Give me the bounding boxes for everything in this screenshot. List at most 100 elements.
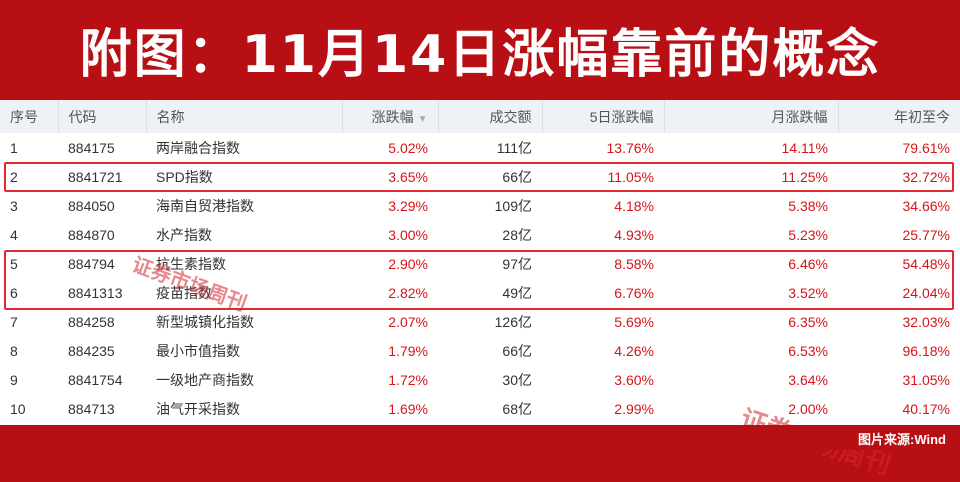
table-body: 1 884175 两岸融合指数 5.02% 111亿 13.76% 14.11% 79.61%… [0,133,960,424]
header-seq[interactable]: 序号 [0,100,59,133]
cell-name: 两岸融合指数 [156,139,240,156]
cell-ytd: 31.05% [902,372,950,389]
cell-change5d: 5.69% [614,314,654,331]
cell-change-month: 5.38% [788,197,828,214]
cell-change5d: 2.99% [614,401,654,418]
header-change5d[interactable]: 5日涨跌幅 [542,100,665,133]
cell-name: 最小市值指数 [156,343,240,360]
cell-seq: 4 [10,226,18,243]
concept-table: 序号 代码 名称 涨跌幅 ▼ 成交额 5日涨跌幅 月涨跌幅 年初至今 1 88417… [0,100,960,424]
cell-change5d: 11.05% [607,168,654,185]
cell-seq: 3 [10,197,18,214]
cell-ytd: 32.72% [902,168,950,185]
header-volume[interactable]: 成交额 [438,100,543,133]
cell-seq: 6 [10,285,18,302]
cell-name: 一级地产商指数 [156,372,254,389]
data-panel: 序号 代码 名称 涨跌幅 ▼ 成交额 5日涨跌幅 月涨跌幅 年初至今 1 88417… [0,100,960,481]
cell-ytd: 79.61% [902,139,950,156]
source-label: 图片来源:Wind [858,432,946,447]
cell-ytd: 54.48% [902,255,950,272]
header-change[interactable]: 涨跌幅 ▼ [342,100,439,133]
sort-desc-icon[interactable]: ▼ [417,113,428,125]
cell-volume: 28亿 [502,226,532,243]
cell-code: 884794 [68,255,115,272]
cell-ytd: 40.17% [902,401,950,418]
cell-volume: 126亿 [494,314,532,331]
cell-volume: 66亿 [502,343,532,360]
cell-ytd: 32.03% [902,314,950,331]
banner-title: 附图：11月14日涨幅靠前的概念 [79,24,881,85]
cell-change-month: 6.35% [788,314,828,331]
cell-change-month: 6.46% [788,255,828,272]
cell-change5d: 6.76% [614,285,654,302]
cell-volume: 109亿 [494,197,532,214]
cell-code: 8841754 [68,372,123,389]
cell-seq: 10 [10,401,26,418]
cell-change: 2.82% [388,285,428,302]
cell-volume: 111亿 [496,139,532,156]
cell-ytd: 25.77% [902,226,950,243]
cell-name: 抗生素指数 [156,255,226,272]
cell-change5d: 4.93% [614,226,654,243]
cell-name: 油气开采指数 [156,401,240,418]
cell-change-month: 2.00% [788,401,828,418]
table-row[interactable]: 2 8841721 SPD指数 3.65% 66亿 11.05% 11.25% 32.72% [0,162,960,191]
table-row[interactable]: 4 884870 水产指数 3.00% 28亿 4.93% 5.23% 25.77% [0,220,960,249]
table-row[interactable]: 6 8841313 疫苗指数 2.82% 49亿 6.76% 3.52% 24.04% [0,278,960,307]
cell-name: 海南自贸港指数 [156,197,254,214]
cell-seq: 1 [10,139,18,156]
cell-change-month: 5.23% [788,226,828,243]
table-row[interactable]: 9 8841754 一级地产商指数 1.72% 30亿 3.60% 3.64% 31.05% [0,366,960,395]
cell-ytd: 96.18% [902,343,950,360]
cell-change: 5.02% [388,139,428,156]
cell-ytd: 24.04% [902,285,950,302]
cell-change5d: 3.60% [614,372,654,389]
table-row[interactable]: 10 884713 油气开采指数 1.69% 68亿 2.99% 2.00% 40.17% [0,395,960,424]
cell-volume: 49亿 [502,285,532,302]
cell-code: 884175 [68,139,115,156]
cell-change-month: 3.52% [788,285,828,302]
cell-ytd: 34.66% [902,197,950,214]
cell-change: 1.79% [388,343,428,360]
cell-name: 水产指数 [156,226,212,243]
cell-change-month: 14.11% [781,139,828,156]
header-ytd[interactable]: 年初至今 [894,108,950,125]
cell-change5d: 4.26% [614,343,654,360]
table-row[interactable]: 8 884235 最小市值指数 1.79% 66亿 4.26% 6.53% 96.18% [0,337,960,366]
cell-volume: 97亿 [502,255,532,272]
cell-volume: 30亿 [502,372,532,389]
footer-bar: 图片来源:Wind [0,425,960,450]
table-row[interactable]: 7 884258 新型城镇化指数 2.07% 126亿 5.69% 6.35% 32.03% [0,308,960,337]
cell-change-month: 6.53% [788,343,828,360]
cell-change: 3.00% [388,226,428,243]
cell-seq: 5 [10,255,18,272]
cell-volume: 68亿 [502,401,532,418]
cell-change: 2.90% [388,255,428,272]
cell-change5d: 13.76% [606,139,654,156]
cell-code: 884870 [68,226,115,243]
header-code[interactable]: 代码 [58,100,147,133]
table-row[interactable]: 3 884050 海南自贸港指数 3.29% 109亿 4.18% 5.38% 34.66% [0,191,960,220]
cell-change-month: 11.25% [781,168,828,185]
cell-change: 1.72% [388,372,428,389]
cell-seq: 9 [10,372,18,389]
cell-change-month: 3.64% [788,372,828,389]
cell-code: 884258 [68,314,115,331]
cell-seq: 7 [10,314,18,331]
header-change-month[interactable]: 月涨跌幅 [664,100,839,133]
cell-change: 1.69% [388,401,428,418]
cell-name: 疫苗指数 [156,285,212,302]
title-banner: 附图：11月14日涨幅靠前的概念 [0,0,960,98]
cell-name: SPD指数 [156,168,213,185]
header-name[interactable]: 名称 [146,100,343,133]
table-header-row: 序号 代码 名称 涨跌幅 ▼ 成交额 5日涨跌幅 月涨跌幅 年初至今 [0,100,960,133]
header-change-label: 涨跌幅 [371,108,414,125]
table-row[interactable]: 5 884794 抗生素指数 2.90% 97亿 8.58% 6.46% 54.48% [0,249,960,278]
cell-code: 884235 [68,343,115,360]
cell-change: 2.07% [388,314,428,331]
table-row[interactable]: 1 884175 两岸融合指数 5.02% 111亿 13.76% 14.11% 79.61% [0,133,960,162]
cell-change5d: 8.58% [614,255,654,272]
cell-change5d: 4.18% [614,197,654,214]
cell-code: 8841313 [68,285,123,302]
cell-code: 884713 [68,401,115,418]
